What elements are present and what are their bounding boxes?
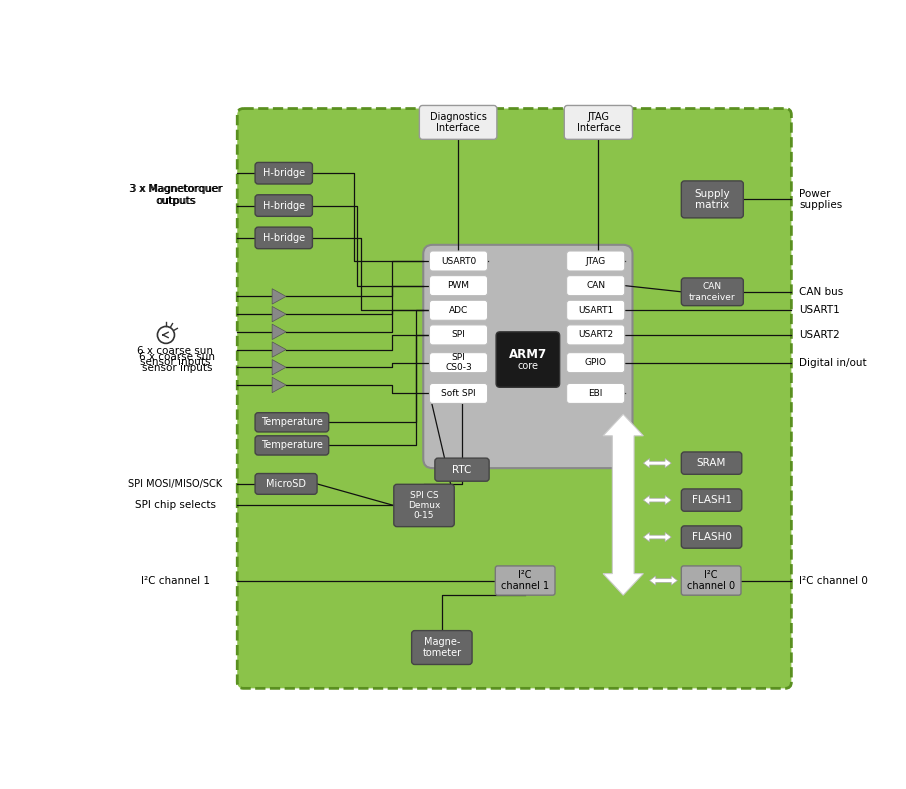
Text: SPI chip selects: SPI chip selects bbox=[135, 500, 216, 510]
FancyBboxPatch shape bbox=[566, 251, 625, 271]
Polygon shape bbox=[272, 306, 286, 322]
Text: Supply
matrix: Supply matrix bbox=[695, 189, 730, 210]
FancyBboxPatch shape bbox=[429, 383, 487, 403]
FancyBboxPatch shape bbox=[566, 383, 625, 403]
Text: SPI CS
Demux
0-15: SPI CS Demux 0-15 bbox=[408, 491, 440, 521]
FancyBboxPatch shape bbox=[237, 109, 791, 688]
FancyBboxPatch shape bbox=[255, 473, 317, 495]
Text: EBI: EBI bbox=[589, 389, 602, 398]
FancyBboxPatch shape bbox=[681, 526, 742, 548]
Text: 3 x Magnetorquer
outputs: 3 x Magnetorquer outputs bbox=[130, 184, 223, 206]
Text: Soft SPI: Soft SPI bbox=[441, 389, 476, 398]
Text: USART1: USART1 bbox=[799, 305, 840, 316]
Polygon shape bbox=[650, 576, 678, 585]
Text: H-bridge: H-bridge bbox=[263, 200, 304, 211]
Polygon shape bbox=[643, 458, 671, 468]
FancyBboxPatch shape bbox=[681, 489, 742, 511]
FancyBboxPatch shape bbox=[429, 353, 487, 372]
FancyBboxPatch shape bbox=[255, 163, 313, 184]
FancyBboxPatch shape bbox=[496, 566, 555, 595]
Text: FLASH1: FLASH1 bbox=[691, 495, 731, 505]
FancyBboxPatch shape bbox=[255, 227, 313, 249]
FancyBboxPatch shape bbox=[255, 195, 313, 216]
FancyBboxPatch shape bbox=[429, 251, 487, 271]
FancyBboxPatch shape bbox=[681, 452, 742, 474]
FancyBboxPatch shape bbox=[566, 325, 625, 345]
Polygon shape bbox=[603, 414, 643, 595]
FancyBboxPatch shape bbox=[681, 181, 743, 218]
FancyBboxPatch shape bbox=[255, 436, 329, 455]
FancyBboxPatch shape bbox=[429, 301, 487, 320]
Text: SPI MOSI/MISO/SCK: SPI MOSI/MISO/SCK bbox=[128, 479, 222, 489]
FancyBboxPatch shape bbox=[419, 106, 496, 140]
Text: Temperature: Temperature bbox=[261, 440, 323, 451]
Polygon shape bbox=[272, 377, 286, 393]
Text: I²C
channel 1: I²C channel 1 bbox=[501, 570, 549, 591]
Polygon shape bbox=[272, 342, 286, 357]
FancyBboxPatch shape bbox=[435, 458, 489, 481]
FancyBboxPatch shape bbox=[566, 275, 625, 296]
FancyBboxPatch shape bbox=[394, 484, 454, 526]
Text: USART1: USART1 bbox=[578, 306, 613, 315]
FancyBboxPatch shape bbox=[423, 245, 632, 468]
Text: SRAM: SRAM bbox=[697, 458, 727, 468]
FancyBboxPatch shape bbox=[496, 332, 560, 387]
Text: Digital in/out: Digital in/out bbox=[799, 357, 867, 368]
Polygon shape bbox=[272, 289, 286, 304]
Text: Diagnostics
Interface: Diagnostics Interface bbox=[429, 111, 487, 133]
Text: ARM7: ARM7 bbox=[509, 349, 547, 361]
Text: GPIO: GPIO bbox=[584, 358, 607, 367]
Text: Magne-
tometer: Magne- tometer bbox=[422, 637, 461, 658]
Text: I²C channel 0: I²C channel 0 bbox=[799, 575, 868, 585]
FancyBboxPatch shape bbox=[681, 278, 743, 305]
Text: USART2: USART2 bbox=[578, 331, 613, 339]
Text: H-bridge: H-bridge bbox=[263, 233, 304, 243]
Text: CAN
tranceiver: CAN tranceiver bbox=[689, 282, 736, 301]
Polygon shape bbox=[272, 324, 286, 339]
Text: PWM: PWM bbox=[448, 281, 469, 290]
Polygon shape bbox=[643, 495, 671, 505]
Polygon shape bbox=[272, 360, 286, 375]
Text: CAN: CAN bbox=[586, 281, 605, 290]
Text: 6 x coarse sun
sensor inputs: 6 x coarse sun sensor inputs bbox=[137, 346, 213, 368]
Text: RTC: RTC bbox=[452, 465, 472, 475]
Text: JTAG: JTAG bbox=[585, 256, 606, 266]
Text: core: core bbox=[517, 361, 538, 371]
FancyBboxPatch shape bbox=[564, 106, 632, 140]
FancyBboxPatch shape bbox=[411, 630, 472, 664]
Text: FLASH0: FLASH0 bbox=[691, 532, 731, 542]
Polygon shape bbox=[643, 533, 671, 542]
Text: Power
supplies: Power supplies bbox=[799, 189, 843, 210]
Text: 3 x Magnetorquer
outputs: 3 x Magnetorquer outputs bbox=[129, 184, 222, 206]
FancyBboxPatch shape bbox=[681, 566, 741, 595]
Text: MicroSD: MicroSD bbox=[266, 479, 306, 489]
FancyBboxPatch shape bbox=[255, 413, 329, 432]
Text: H-bridge: H-bridge bbox=[263, 168, 304, 178]
Text: ADC: ADC bbox=[448, 306, 468, 315]
Text: I²C channel 1: I²C channel 1 bbox=[140, 575, 210, 585]
FancyBboxPatch shape bbox=[566, 353, 625, 372]
Text: 6 x coarse sun
sensor inputs: 6 x coarse sun sensor inputs bbox=[139, 352, 215, 373]
Text: USART2: USART2 bbox=[799, 330, 840, 340]
Text: SPI: SPI bbox=[451, 331, 466, 339]
Text: JTAG
Interface: JTAG Interface bbox=[576, 111, 621, 133]
FancyBboxPatch shape bbox=[429, 325, 487, 345]
Text: Temperature: Temperature bbox=[261, 417, 323, 428]
Text: I²C
channel 0: I²C channel 0 bbox=[687, 570, 736, 591]
FancyBboxPatch shape bbox=[429, 275, 487, 296]
Text: CAN bus: CAN bus bbox=[799, 286, 843, 297]
Text: SPI
CS0-3: SPI CS0-3 bbox=[445, 353, 472, 372]
FancyBboxPatch shape bbox=[566, 301, 625, 320]
Text: USART0: USART0 bbox=[441, 256, 477, 266]
